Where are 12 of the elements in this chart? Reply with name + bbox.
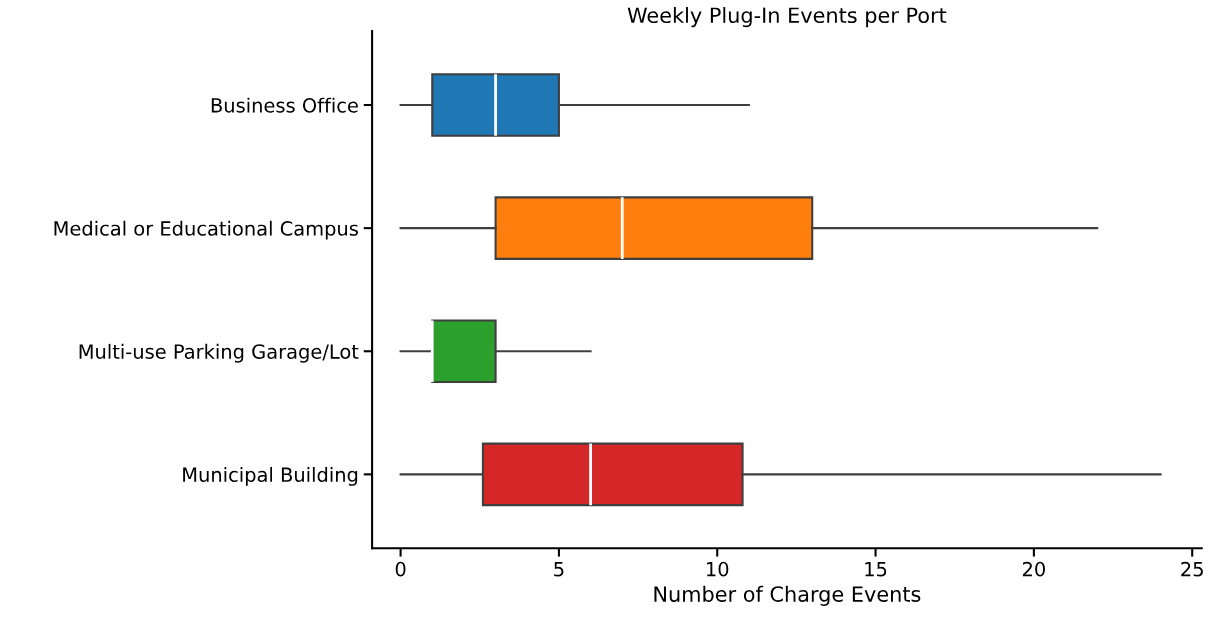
- y-tick-label: Medical or Educational Campus: [54, 220, 358, 240]
- y-tick-label: Business Office: [211, 97, 358, 113]
- chart-title: Weekly Plug-In Events per Port: [627, 6, 947, 28]
- y-tick-label: Multi-use Parking Garage/Lot: [79, 343, 359, 363]
- y-tick-label: Municipal Building: [183, 466, 358, 486]
- x-tick-label: 15: [865, 562, 887, 577]
- x-axis-title: Number of Charge Events: [654, 585, 921, 606]
- x-tick-label: 25: [1181, 561, 1203, 577]
- x-tick-label: 20: [1022, 561, 1045, 577]
- x-tick-label: 5: [554, 562, 564, 577]
- x-tick-label: 10: [707, 561, 729, 577]
- x-tick-label: 0: [395, 561, 406, 577]
